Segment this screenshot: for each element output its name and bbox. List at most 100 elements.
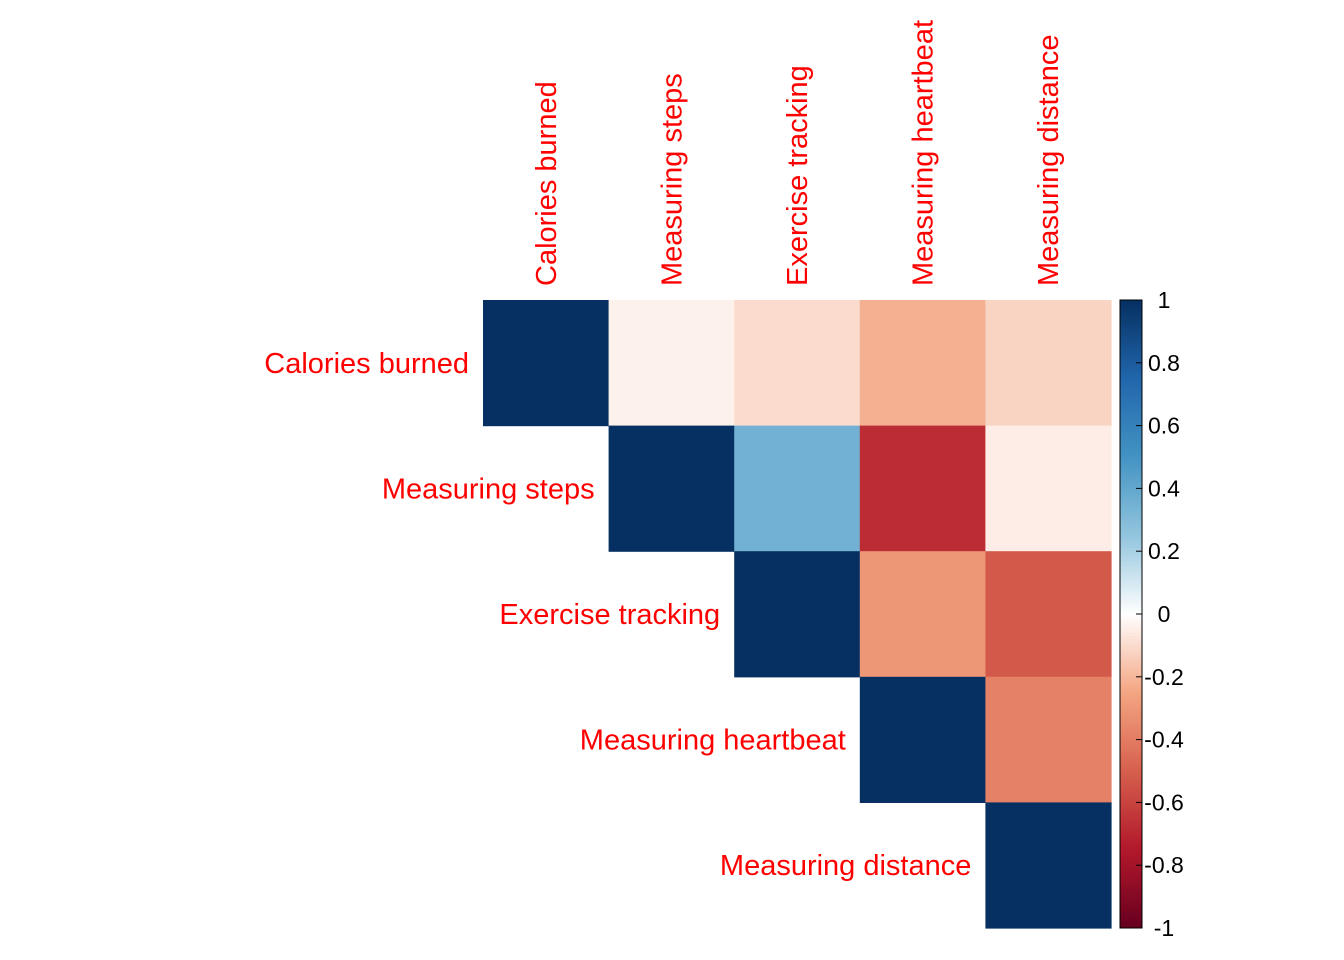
colorbar-tick-label: -0.2: [1144, 664, 1184, 690]
colorbar-swatch: [1120, 654, 1142, 659]
colorbar-swatch: [1120, 877, 1142, 882]
colorbar-swatch: [1120, 566, 1142, 571]
colorbar-swatch: [1120, 865, 1142, 869]
colorbar-swatch: [1120, 717, 1142, 722]
colorbar-swatch: [1120, 595, 1142, 599]
colorbar-swatch: [1120, 896, 1142, 901]
column-label: Exercise tracking: [782, 65, 814, 286]
colorbar-tick-label: 0.4: [1148, 475, 1180, 501]
colorbar-swatch: [1120, 789, 1142, 794]
colorbar-swatch: [1120, 767, 1142, 772]
colorbar-swatch: [1120, 384, 1142, 389]
colorbar-swatch: [1120, 334, 1142, 339]
colorbar-swatch: [1120, 689, 1142, 693]
colorbar-swatch: [1120, 350, 1142, 354]
colorbar-swatch: [1120, 507, 1142, 511]
colorbar-swatch: [1120, 303, 1142, 307]
colorbar-swatch: [1120, 403, 1142, 408]
colorbar-swatch: [1120, 491, 1142, 496]
colorbar-swatch: [1120, 541, 1142, 546]
colorbar-swatch: [1120, 632, 1142, 637]
colorbar-swatch: [1120, 406, 1142, 411]
heatmap-cell-3-3: [859, 676, 986, 803]
colorbar-swatch: [1120, 551, 1142, 555]
colorbar-swatch: [1120, 808, 1142, 813]
colorbar-swatch: [1120, 749, 1142, 753]
colorbar-swatch: [1120, 519, 1142, 524]
colorbar-swatch: [1120, 657, 1142, 662]
row-label: Measuring distance: [720, 850, 971, 882]
colorbar-swatch: [1120, 601, 1142, 606]
colorbar-swatch: [1120, 780, 1142, 785]
colorbar-swatch: [1120, 592, 1142, 596]
colorbar-swatch: [1120, 340, 1142, 345]
colorbar-swatch: [1120, 745, 1142, 750]
colorbar-swatch: [1120, 786, 1142, 791]
colorbar-swatch: [1120, 849, 1142, 854]
heatmap-cell-2-2: [734, 551, 861, 678]
colorbar-swatch: [1120, 582, 1142, 587]
colorbar-swatch: [1120, 617, 1142, 621]
colorbar-swatch: [1120, 708, 1142, 712]
colorbar-swatch: [1120, 752, 1142, 756]
heatmap-cell-0-0: [483, 300, 610, 427]
colorbar-swatch: [1120, 862, 1142, 866]
colorbar-tick-label: 0.2: [1148, 538, 1180, 564]
heatmap-cell-4-4: [985, 802, 1112, 929]
colorbar-swatch: [1120, 843, 1142, 847]
colorbar-swatch: [1120, 698, 1142, 703]
colorbar-swatch: [1120, 796, 1142, 800]
colorbar-swatch: [1120, 457, 1142, 461]
colorbar-swatch: [1120, 836, 1142, 841]
colorbar-swatch: [1120, 504, 1142, 508]
colorbar-swatch: [1120, 771, 1142, 775]
colorbar: 1 0.8 0.6 0.4 0.2 0 -0.2 -0.4 -0.6 -0.8 -1: [1119, 287, 1184, 941]
colorbar-swatch: [1120, 742, 1142, 747]
colorbar-swatch: [1120, 460, 1142, 464]
colorbar-swatch: [1120, 739, 1142, 744]
colorbar-swatch: [1120, 328, 1142, 332]
heatmap-cells: [483, 300, 1112, 929]
colorbar-swatch: [1120, 736, 1142, 741]
heatmap-cell-0-4: [985, 300, 1112, 427]
colorbar-swatch: [1120, 629, 1142, 634]
colorbar-swatch: [1120, 909, 1142, 913]
colorbar-swatch: [1120, 887, 1142, 891]
colorbar-swatch: [1120, 777, 1142, 781]
colorbar-swatch: [1120, 588, 1142, 593]
colorbar-swatch: [1120, 648, 1142, 653]
colorbar-swatch: [1120, 827, 1142, 832]
colorbar-swatch: [1120, 868, 1142, 872]
heatmap-cell-1-1: [608, 425, 735, 552]
heatmap-cell-1-2: [734, 425, 861, 552]
colorbar-swatch: [1120, 387, 1142, 392]
colorbar-swatch: [1120, 444, 1142, 449]
colorbar-swatch: [1120, 585, 1142, 590]
colorbar-swatch: [1120, 526, 1142, 530]
colorbar-swatch: [1120, 321, 1142, 326]
colorbar-swatch: [1120, 425, 1142, 430]
column-label: Measuring steps: [656, 73, 688, 286]
colorbar-swatch: [1120, 362, 1142, 367]
row-label: Measuring steps: [382, 473, 595, 505]
colorbar-swatch: [1120, 516, 1142, 521]
colorbar-swatch: [1120, 880, 1142, 885]
colorbar-swatch: [1120, 651, 1142, 656]
colorbar-swatch: [1120, 325, 1142, 329]
heatmap-cell-2-4: [985, 551, 1112, 678]
colorbar-swatch: [1120, 802, 1142, 807]
colorbar-swatch: [1120, 309, 1142, 314]
colorbar-tick-label: -0.6: [1144, 789, 1184, 815]
colorbar-swatch: [1120, 365, 1142, 370]
colorbar-swatch: [1120, 805, 1142, 810]
colorbar-swatch: [1120, 720, 1142, 725]
column-label: Calories burned: [531, 81, 563, 286]
colorbar-swatch: [1120, 488, 1142, 493]
heatmap-cell-0-1: [608, 300, 735, 427]
colorbar-tick-label: 1: [1158, 287, 1171, 313]
colorbar-swatch: [1120, 560, 1142, 565]
colorbar-swatch: [1120, 397, 1142, 401]
colorbar-swatch: [1120, 701, 1142, 706]
colorbar-swatch: [1120, 639, 1142, 643]
